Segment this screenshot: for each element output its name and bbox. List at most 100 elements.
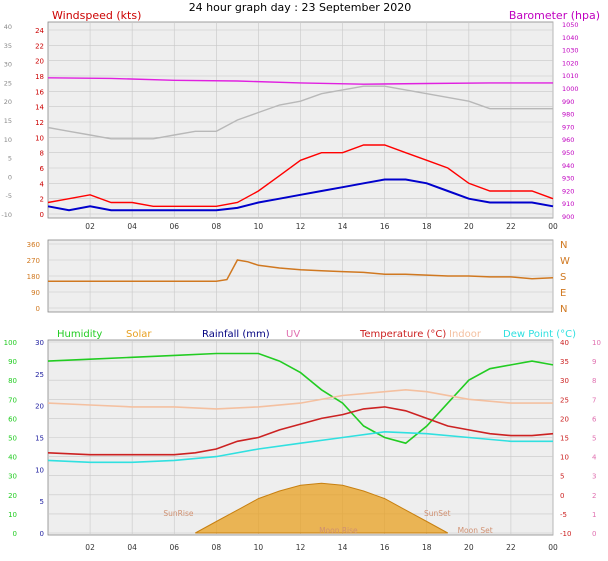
x-tick: 06 bbox=[169, 543, 179, 552]
legend-item: Indoor bbox=[449, 329, 482, 340]
solar-tick: 10 bbox=[35, 466, 44, 474]
uv-tick: 2 bbox=[592, 492, 596, 500]
windspeed-tick: 6 bbox=[40, 165, 45, 173]
humidity-tick: 10 bbox=[8, 511, 17, 519]
x-tick: 16 bbox=[380, 222, 390, 231]
temperature-tick: 15 bbox=[560, 435, 569, 443]
windspeed-tick: 8 bbox=[40, 150, 44, 158]
series-humidity bbox=[47, 352, 554, 445]
barometer-tick: 1040 bbox=[562, 34, 579, 42]
wind-x-ticks: 02 04 06 08 10 12 14 16 18 20 22 00 bbox=[85, 222, 558, 231]
series-solar bbox=[195, 482, 449, 534]
series-barometer bbox=[47, 77, 553, 85]
windspeed-tick: 18 bbox=[35, 73, 44, 81]
series-indoor bbox=[47, 388, 553, 410]
temperature-tick: 20 bbox=[560, 415, 569, 423]
barometer-tick: 930 bbox=[562, 175, 574, 183]
compass-label: W bbox=[560, 256, 570, 267]
solar-ticks: 30 25 20 15 10 5 0 bbox=[35, 339, 44, 538]
far-left-tick: -10 bbox=[1, 211, 12, 219]
temp-legend: Humidity Solar Rainfall (mm) UV Temperature … bbox=[57, 329, 576, 340]
compass-label: N bbox=[560, 240, 567, 251]
barometer-tick: 900 bbox=[562, 213, 574, 221]
temperature-tick: 5 bbox=[560, 473, 564, 481]
uv-tick: 0 bbox=[592, 530, 596, 538]
direction-tick: 90 bbox=[31, 289, 40, 297]
legend-item: UV bbox=[286, 329, 300, 340]
windspeed-label: Windspeed (kts) bbox=[52, 9, 141, 22]
x-tick: 20 bbox=[464, 222, 474, 231]
x-tick: 08 bbox=[212, 543, 222, 552]
far-left-tick: 35 bbox=[4, 42, 12, 50]
barometer-tick: 1010 bbox=[562, 72, 579, 80]
series-wind_avg bbox=[47, 178, 554, 212]
x-tick: 18 bbox=[422, 222, 432, 231]
solar-tick: 5 bbox=[40, 498, 44, 506]
windspeed-tick: 12 bbox=[35, 119, 44, 127]
temperature-tick: 40 bbox=[560, 339, 569, 347]
humidity-tick: 20 bbox=[8, 492, 17, 500]
barometer-tick: 960 bbox=[562, 136, 574, 144]
annotation: Moon Set bbox=[458, 526, 493, 535]
x-tick: 06 bbox=[169, 222, 179, 231]
x-tick: 12 bbox=[296, 543, 306, 552]
barometer-ticks: 1050 1040 1030 1020 1010 1000 990 980 970 960 950 9… bbox=[562, 21, 579, 221]
humidity-tick: 40 bbox=[8, 454, 17, 462]
windspeed-tick: 2 bbox=[40, 196, 44, 204]
humidity-tick: 30 bbox=[8, 473, 17, 481]
humidity-tick: 100 bbox=[4, 339, 17, 347]
temp-series bbox=[47, 352, 554, 534]
compass-label: N bbox=[560, 304, 567, 315]
temperature-tick: 0 bbox=[560, 492, 564, 500]
series-wind_speed bbox=[47, 144, 554, 207]
barometer-tick: 950 bbox=[562, 149, 574, 157]
x-tick: 04 bbox=[127, 543, 137, 552]
annotation: Moon Rise bbox=[319, 526, 358, 535]
temperature-tick: 10 bbox=[560, 454, 569, 462]
x-tick: 02 bbox=[85, 543, 95, 552]
barometer-tick: 1030 bbox=[562, 47, 579, 55]
x-tick: 10 bbox=[254, 222, 264, 231]
temperature-tick: -5 bbox=[560, 511, 567, 519]
barometer-tick: 990 bbox=[562, 98, 574, 106]
far-left-tick: 25 bbox=[4, 79, 12, 87]
uv-tick: 8 bbox=[592, 377, 596, 385]
sun-moon-annotations: SunRise SunSet Moon Rise Moon Set bbox=[163, 509, 492, 535]
annotation: SunRise bbox=[163, 509, 193, 518]
windspeed-tick: 4 bbox=[40, 180, 45, 188]
uv-tick: 1 bbox=[592, 511, 596, 519]
barometer-tick: 970 bbox=[562, 123, 574, 131]
windspeed-tick: 16 bbox=[35, 88, 44, 96]
x-tick: 22 bbox=[506, 543, 516, 552]
compass-label: S bbox=[560, 272, 566, 283]
solar-tick: 15 bbox=[35, 435, 44, 443]
uv-tick: 10 bbox=[592, 339, 601, 347]
far-left-tick: 40 bbox=[4, 23, 12, 31]
barometer-tick: 1050 bbox=[562, 21, 579, 29]
barometer-tick: 940 bbox=[562, 162, 574, 170]
x-tick: 00 bbox=[548, 222, 558, 231]
windspeed-tick: 24 bbox=[35, 27, 44, 35]
direction-tick: 360 bbox=[27, 241, 40, 249]
windspeed-tick: 14 bbox=[35, 104, 44, 112]
x-tick: 00 bbox=[548, 543, 558, 552]
barometer-tick: 980 bbox=[562, 111, 574, 119]
temp-x-ticks: 02 04 06 08 10 12 14 16 18 20 22 00 bbox=[85, 543, 558, 552]
direction-grid bbox=[48, 240, 554, 312]
humidity-tick: 60 bbox=[8, 415, 17, 423]
solar-tick: 0 bbox=[40, 530, 44, 538]
uv-tick: 7 bbox=[592, 396, 596, 404]
far-left-tick: 15 bbox=[4, 117, 12, 125]
uv-tick: 9 bbox=[592, 358, 596, 366]
humidity-tick: 90 bbox=[8, 358, 17, 366]
compass-label: E bbox=[560, 288, 566, 299]
barometer-tick: 1000 bbox=[562, 85, 579, 93]
windspeed-tick: 20 bbox=[35, 58, 44, 66]
far-left-ticks: 40 35 30 25 20 15 10 5 0 -5 -10 bbox=[1, 23, 12, 219]
uv-tick: 3 bbox=[592, 473, 596, 481]
x-tick: 22 bbox=[506, 222, 516, 231]
temperature-tick: 25 bbox=[560, 396, 569, 404]
